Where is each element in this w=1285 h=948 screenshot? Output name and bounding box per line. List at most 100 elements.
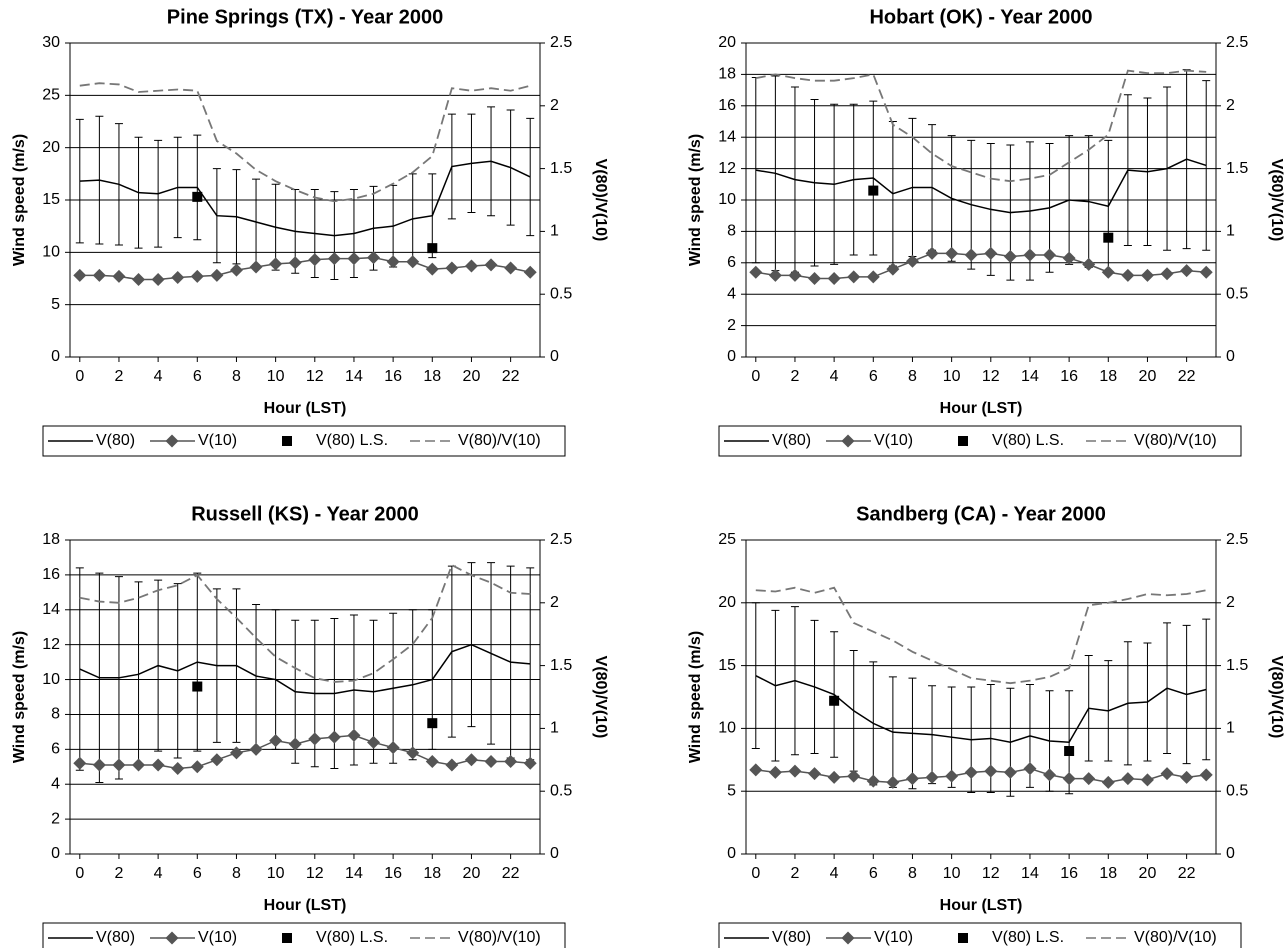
diamond-marker [905,254,919,268]
diamond-marker [367,251,381,265]
y-tick-label: 0 [727,845,736,862]
diamond-marker [788,268,802,282]
x-tick-label: 0 [75,368,84,385]
diamond-marker [1160,267,1174,281]
y2-tick-label: 0.5 [1226,285,1248,302]
diamond-marker [984,764,998,778]
diamond-marker [464,259,478,273]
y-tick-label: 8 [727,223,736,240]
diamond-marker [327,730,341,744]
diamond-marker [249,260,263,274]
legend-label: V(80)/V(10) [1134,929,1217,946]
diamond-marker [92,268,106,282]
legend-label: V(80)/V(10) [458,929,541,946]
diamond-marker [886,775,900,789]
legend-label: V(80) [772,929,811,946]
y2-tick-label: 0.5 [550,782,572,799]
y2-axis-title: V(80)/V(10) [592,159,609,242]
y2-tick-label: 1 [1226,223,1235,240]
diamond-marker [347,252,361,266]
x-tick-label: 10 [943,865,961,882]
diamond-marker [808,272,822,285]
y2-tick-label: 1 [550,720,559,737]
legend-swatch [841,434,855,448]
diamond-marker [445,758,459,772]
diamond-marker [445,261,459,275]
diamond-marker [386,255,400,269]
diamond-marker [464,753,478,767]
diamond-marker [523,756,537,770]
y2-tick-label: 0 [1226,845,1235,862]
square-marker [868,185,879,196]
legend-box [718,922,1242,948]
diamond-marker [288,256,302,270]
diamond-marker [945,769,959,783]
diamond-marker [1199,768,1213,782]
diamond-marker [190,269,204,283]
y-tick-label: 25 [42,87,60,104]
y-tick-label: 16 [718,97,736,114]
x-tick-label: 0 [751,368,760,385]
diamond-marker [847,270,861,284]
x-tick-label: 10 [943,368,961,385]
x-tick-label: 2 [115,368,124,385]
diamond-marker [406,746,420,760]
y-tick-label: 16 [42,566,60,583]
x-tick-label: 10 [267,368,285,385]
diamond-marker [92,758,106,772]
diamond-marker [1101,775,1115,789]
diamond-marker [1043,248,1057,262]
diamond-marker [425,262,439,276]
x-tick-label: 6 [193,368,202,385]
series-line [755,586,1207,685]
diamond-marker [788,764,802,778]
y2-tick-label: 2.5 [550,34,572,51]
y-axis-title: Wind speed (m/s) [687,631,704,763]
legend-box [42,922,566,948]
y2-tick-label: 1.5 [1226,657,1248,674]
x-tick-label: 10 [267,865,285,882]
diamond-marker [1023,248,1037,262]
y-tick-label: 2 [727,317,736,334]
y-tick-label: 15 [42,191,60,208]
legend-label: V(80) [96,432,135,449]
diamond-marker [945,246,959,260]
diamond-marker [847,769,861,783]
diamond-marker [866,774,880,788]
y-tick-label: 5 [727,782,736,799]
diamond-marker [866,270,880,284]
x-tick-label: 22 [502,368,520,385]
diamond-marker [504,755,518,769]
y-axis-title: Wind speed (m/s) [11,631,28,763]
square-marker [427,243,438,254]
diamond-marker [151,758,165,772]
diamond-marker [367,735,381,749]
y2-tick-label: 1 [1226,720,1235,737]
legend-swatch [282,933,292,943]
diamond-marker [112,758,126,772]
chart-title: Sandberg (CA) - Year 2000 [856,503,1106,525]
x-axis-title: Hour (LST) [264,400,347,417]
diamond-marker [964,248,978,262]
series-line [755,252,1207,280]
y-tick-label: 12 [42,636,60,653]
diamond-marker [1062,251,1076,265]
x-tick-label: 2 [115,865,124,882]
y-tick-label: 0 [51,845,60,862]
diamond-marker [1140,268,1154,282]
y2-tick-label: 2 [550,97,559,114]
y-tick-label: 30 [42,34,60,51]
y-tick-label: 20 [718,34,736,51]
legend-label: V(80) L.S. [992,432,1064,449]
diamond-marker [1023,762,1037,776]
y-tick-label: 4 [727,285,736,302]
legend-swatch [165,931,179,945]
y2-tick-label: 0 [550,348,559,365]
diamond-marker [984,246,998,260]
y-tick-label: 6 [727,254,736,271]
diamond-marker [1121,268,1135,282]
legend-label: V(80)/V(10) [1134,432,1217,449]
chart-title: Russell (KS) - Year 2000 [191,503,419,525]
x-tick-label: 18 [1099,368,1117,385]
y2-axis-title: V(80)/V(10) [1268,656,1285,739]
